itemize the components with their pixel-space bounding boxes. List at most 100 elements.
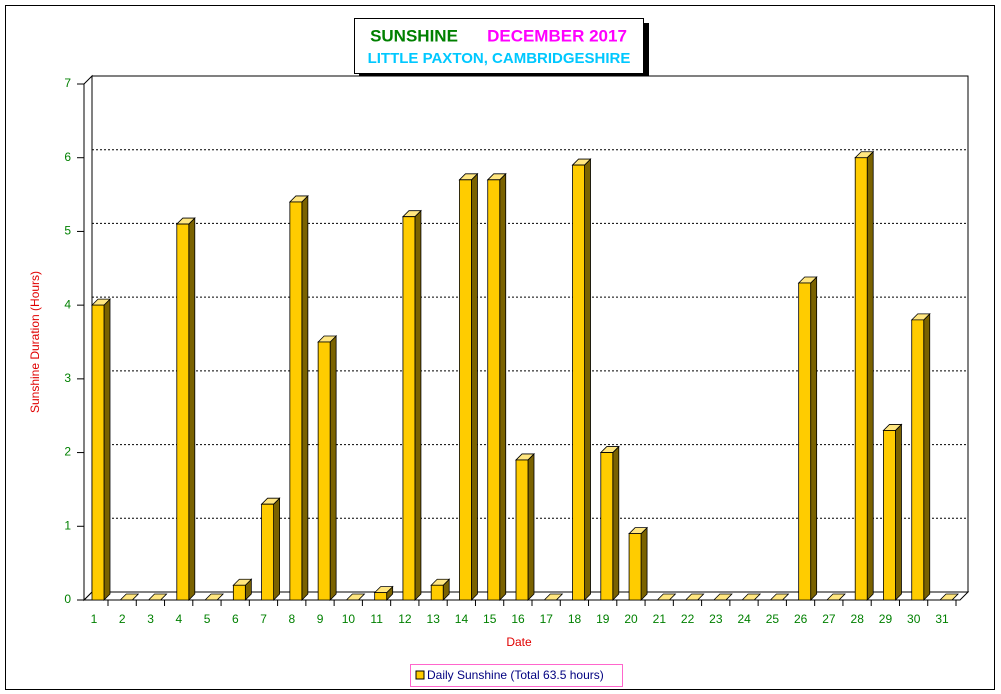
- bar: [204, 593, 225, 601]
- x-tick-label: 2: [119, 612, 126, 626]
- bar-front: [374, 592, 388, 601]
- bar: [825, 593, 846, 601]
- y-tick-label: 7: [64, 76, 71, 90]
- x-tick-label: 26: [794, 612, 808, 626]
- x-tick-label: 18: [568, 612, 582, 626]
- bar-front: [600, 452, 614, 601]
- bar-side: [103, 298, 111, 601]
- bar-side: [329, 335, 337, 601]
- x-tick-label: 12: [398, 612, 412, 626]
- bar-side: [527, 452, 535, 601]
- bar: [769, 593, 790, 601]
- bar-side: [895, 423, 902, 601]
- bar: [91, 298, 111, 601]
- bar: [119, 593, 140, 601]
- bar: [741, 593, 762, 601]
- x-tick-label: 20: [624, 612, 638, 626]
- x-tick-label: 19: [596, 612, 610, 626]
- bar-front: [854, 157, 868, 601]
- x-tick-label: 27: [822, 612, 836, 626]
- y-tick-label: 3: [64, 371, 71, 385]
- x-tick-label: 13: [427, 612, 441, 626]
- x-tick-label: 24: [737, 612, 751, 626]
- bar-front: [572, 164, 585, 601]
- x-tick-label: 3: [147, 612, 154, 626]
- bar: [345, 593, 366, 601]
- legend-swatch: [415, 670, 425, 680]
- bar: [939, 593, 959, 601]
- bar-side: [866, 150, 874, 601]
- y-tick-label: 0: [64, 592, 71, 606]
- bar-side: [188, 217, 196, 601]
- bar-side: [810, 276, 818, 601]
- bar-side: [301, 194, 309, 601]
- bar-side: [471, 172, 478, 601]
- bar: [232, 578, 253, 601]
- bar: [317, 335, 338, 601]
- bar: [712, 593, 733, 601]
- x-tick-label: 14: [455, 612, 469, 626]
- y-tick-label: 4: [64, 297, 71, 311]
- bar-front: [402, 216, 416, 601]
- x-tick-label: 16: [511, 612, 525, 626]
- x-tick-label: 22: [681, 612, 695, 626]
- bar-front: [430, 584, 444, 601]
- x-tick-label: 21: [653, 612, 667, 626]
- x-tick-label: 29: [879, 612, 893, 626]
- x-tick-label: 4: [175, 612, 182, 626]
- bar-side: [640, 526, 648, 601]
- bar-side: [584, 158, 591, 601]
- bar-front: [798, 282, 812, 601]
- chart-title: SUNSHINE: [370, 26, 458, 45]
- bar-front: [176, 223, 190, 601]
- bar: [373, 585, 394, 601]
- bar: [515, 452, 535, 601]
- bar: [599, 445, 620, 601]
- bar-front: [883, 430, 896, 601]
- bar-side: [414, 209, 422, 601]
- x-tick-label: 30: [907, 612, 921, 626]
- bar: [910, 312, 931, 601]
- x-tick-label: 15: [483, 612, 497, 626]
- bar: [401, 209, 422, 601]
- bar: [656, 593, 677, 601]
- bar-front: [459, 179, 472, 601]
- y-tick-label: 1: [64, 518, 71, 532]
- x-tick-label: 9: [317, 612, 324, 626]
- bar: [147, 593, 168, 601]
- bar: [486, 172, 507, 601]
- bar-front: [91, 304, 105, 601]
- x-tick-label: 8: [289, 612, 296, 626]
- bar: [628, 526, 649, 601]
- x-tick-label: 25: [766, 612, 780, 626]
- bar: [260, 497, 281, 601]
- x-tick-label: 17: [540, 612, 554, 626]
- legend-label: Daily Sunshine (Total 63.5 hours): [427, 668, 604, 682]
- title-box: [354, 18, 644, 74]
- x-axis-label: Date: [506, 635, 532, 649]
- x-tick-label: 5: [204, 612, 211, 626]
- x-tick-label: 23: [709, 612, 723, 626]
- bar: [543, 593, 564, 601]
- side-wall: [83, 74, 93, 602]
- bar-front: [515, 459, 529, 601]
- x-tick-label: 7: [260, 612, 267, 626]
- bar-front: [911, 319, 925, 601]
- bar-front: [487, 179, 501, 601]
- y-tick-label: 5: [64, 224, 71, 238]
- chart-subtitle: LITTLE PAXTON, CAMBRIDGESHIRE: [368, 50, 631, 67]
- bar-side: [612, 445, 620, 601]
- x-tick-label: 11: [370, 612, 383, 626]
- y-axis-label: Sunshine Duration (Hours): [28, 271, 42, 413]
- bar-front: [628, 533, 642, 601]
- bar-side: [923, 312, 931, 601]
- x-tick-label: 6: [232, 612, 239, 626]
- bar: [571, 158, 592, 601]
- bar: [684, 593, 705, 601]
- x-tick-label: 10: [342, 612, 356, 626]
- chart-title-period: DECEMBER 2017: [487, 26, 627, 45]
- bar: [797, 276, 818, 601]
- bar-front: [232, 584, 246, 601]
